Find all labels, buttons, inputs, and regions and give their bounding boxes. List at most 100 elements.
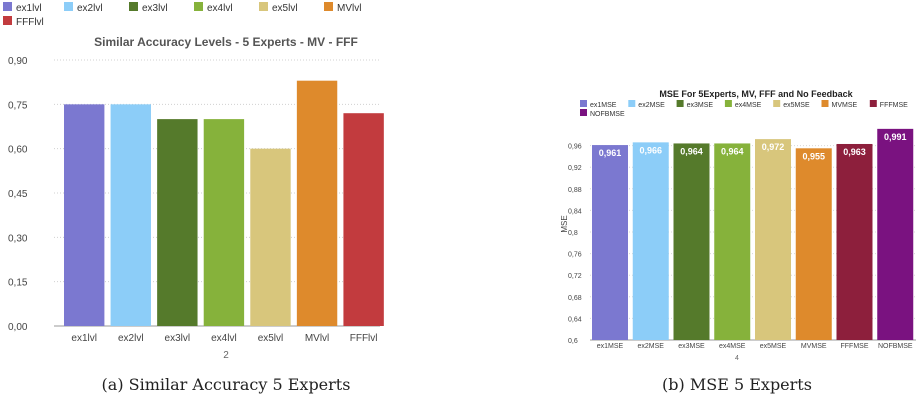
legend-item-ex1mse: ex1MSE: [580, 100, 617, 109]
accuracy-chart: ex1lvl ex2lvl ex3lvl ex4lvl ex5lvl MVlvl FFFlv…: [3, 2, 384, 394]
mse-chart: MSE For 5Experts, MV, FFF and No Feedbac…: [560, 89, 916, 394]
bar-value-label: 0,966: [639, 145, 662, 155]
x-tick-label: ex5lvl: [258, 333, 284, 344]
legend-swatch: [628, 100, 636, 107]
bar-ex2lvl: [110, 104, 151, 326]
y-tick-label: 0,84: [568, 208, 582, 215]
legend-label: NOFBMSE: [590, 111, 625, 118]
x-tick-label: NOFBMSE: [878, 343, 913, 350]
bar-group-fffmse: 0,963: [836, 143, 873, 340]
legend-swatch: [194, 2, 203, 11]
legend-item-ex5lvl: ex5lvl: [259, 2, 298, 14]
bar-ex3mse: [673, 143, 710, 340]
bar-ex5lvl: [250, 148, 291, 326]
legend-swatch: [129, 2, 138, 11]
legend-item-ex1lvl: ex1lvl: [3, 2, 42, 14]
bar-value-label: 0,961: [599, 148, 622, 158]
bar-group-ex3mse: 0,964: [673, 143, 710, 340]
y-tick-label: 0,6: [568, 338, 578, 345]
legend-swatch: [773, 100, 781, 107]
bar-value-label: 0,963: [843, 147, 866, 157]
bar-ex5mse: [755, 139, 791, 340]
accuracy-caption: (a) Similar Accuracy 5 Experts: [102, 375, 351, 394]
mse-caption: (b) MSE 5 Experts: [662, 375, 812, 394]
bar-mvmse: [795, 148, 832, 340]
x-tick-label: ex4MSE: [719, 343, 746, 350]
bar-group-mvmse: 0,955: [795, 148, 832, 340]
y-tick-label: 0,72: [568, 273, 582, 280]
legend-swatch: [580, 109, 587, 116]
x-tick-label: ex4lvl: [211, 333, 237, 344]
legend-label: ex3MSE: [687, 102, 714, 109]
legend-item-nofbmse: NOFBMSE: [580, 109, 625, 118]
y-tick-label: 0,68: [568, 295, 582, 302]
y-tick-label: 0,92: [568, 165, 582, 172]
bar-value-label: 0,964: [680, 146, 703, 156]
bar-ex2mse: [632, 142, 669, 340]
mse-chart-title: MSE For 5Experts, MV, FFF and No Feedbac…: [659, 89, 853, 99]
legend-swatch: [724, 100, 732, 107]
y-tick-label: 0,45: [8, 189, 28, 200]
bar-mvlvl: [296, 80, 338, 326]
bar-ffflvl: [343, 113, 384, 326]
legend-label: MVMSE: [832, 102, 858, 109]
legend-label: MVlvl: [337, 3, 361, 14]
y-tick-label: 0,00: [8, 322, 28, 333]
legend-label: ex2MSE: [638, 102, 665, 109]
bar-group-ex2mse: 0,966: [632, 142, 669, 340]
bar-group-ex4mse: 0,964: [714, 143, 751, 340]
bar-group-nofbmse: 0,991: [877, 128, 914, 340]
legend-label: FFFlvl: [16, 17, 44, 28]
y-tick-label: 0,30: [8, 233, 28, 244]
bar-ex1lvl: [64, 104, 105, 326]
accuracy-gridlines: 0,00 0,15 0,30 0,45 0,60 0,75 0,90: [8, 56, 380, 333]
y-tick-label: 0,88: [568, 187, 582, 194]
mse-x-tick-labels: ex1MSE ex2MSE ex3MSE ex4MSE ex5MSE MVMSE FFFMS…: [597, 343, 913, 350]
x-tick-label: MVMSE: [801, 343, 827, 350]
bar-value-label: 0,964: [721, 146, 744, 156]
bar-group-ex5mse: 0,972: [755, 139, 791, 340]
x-tick-label: FFFlvl: [350, 333, 378, 344]
x-tick-label: FFFMSE: [841, 343, 869, 350]
legend-label: FFFMSE: [880, 102, 908, 109]
legend-label: ex4lvl: [207, 3, 233, 14]
y-tick-label: 0,64: [568, 316, 582, 323]
bar-ex4lvl: [203, 119, 245, 326]
accuracy-legend: ex1lvl ex2lvl ex3lvl ex4lvl ex5lvl MVlvl FFFlv…: [3, 2, 361, 28]
legend-item-ex3lvl: ex3lvl: [129, 2, 168, 14]
bar-value-label: 0,972: [762, 142, 785, 152]
y-tick-label: 0,75: [8, 100, 28, 111]
legend-label: ex4MSE: [735, 102, 762, 109]
y-tick-label: 0,8: [568, 230, 578, 237]
x-tick-label: ex1MSE: [597, 343, 624, 350]
legend-label: ex5lvl: [272, 3, 298, 14]
x-tick-label: ex5MSE: [760, 343, 787, 350]
legend-item-ex3mse: ex3MSE: [676, 100, 714, 109]
legend-item-ex2lvl: ex2lvl: [64, 2, 103, 14]
legend-label: ex1lvl: [16, 3, 42, 14]
x-tick-label: MVlvl: [305, 333, 329, 344]
bar-group-ex1mse: 0,961: [592, 145, 628, 340]
bar-value-label: 0,991: [884, 132, 907, 142]
y-tick-label: 0,96: [568, 144, 582, 151]
y-tick-label: 0,90: [8, 56, 28, 67]
legend-swatch: [580, 100, 587, 107]
legend-swatch: [259, 2, 268, 11]
bar-fffmse: [836, 143, 873, 340]
legend-swatch: [3, 2, 12, 11]
y-tick-label: 0,15: [8, 278, 28, 289]
bar-value-label: 0,955: [802, 151, 825, 161]
mse-y-axis-label: MSE: [560, 215, 569, 232]
accuracy-chart-title: Similar Accuracy Levels - 5 Experts - MV…: [94, 35, 358, 49]
legend-item-mvmse: MVMSE: [821, 100, 858, 109]
legend-swatch: [676, 100, 684, 107]
legend-label: ex5MSE: [783, 102, 810, 109]
legend-item-fffmse: FFFMSE: [869, 100, 908, 109]
accuracy-x-tick-labels: ex1lvl ex2lvl ex3lvl ex4lvl ex5lvl MVlvl FFFlv…: [71, 333, 377, 344]
bar-ex3lvl: [157, 119, 198, 326]
bar-ex4mse: [714, 143, 751, 340]
y-tick-label: 0,60: [8, 145, 28, 156]
legend-item-mvlvl: MVlvl: [324, 2, 361, 14]
legend-swatch: [324, 2, 333, 11]
